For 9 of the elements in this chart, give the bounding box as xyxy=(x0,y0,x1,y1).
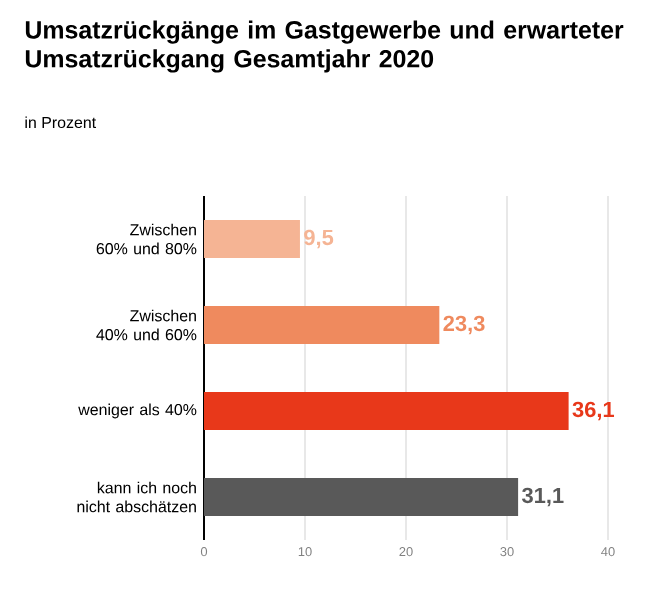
data-label: 23,3 xyxy=(443,315,485,335)
data-label: 36,1 xyxy=(572,401,615,421)
bar xyxy=(204,478,519,517)
bar xyxy=(204,392,569,430)
data-label: 9,5 xyxy=(304,229,334,249)
chart-title: Umsatzrückgänge im Gastgewerbe und erwarteter Umsatzrückgang Gesamtjahr 2020 xyxy=(25,20,624,73)
bar xyxy=(204,306,440,344)
data-label: 31,1 xyxy=(521,487,564,507)
bar xyxy=(204,220,300,258)
